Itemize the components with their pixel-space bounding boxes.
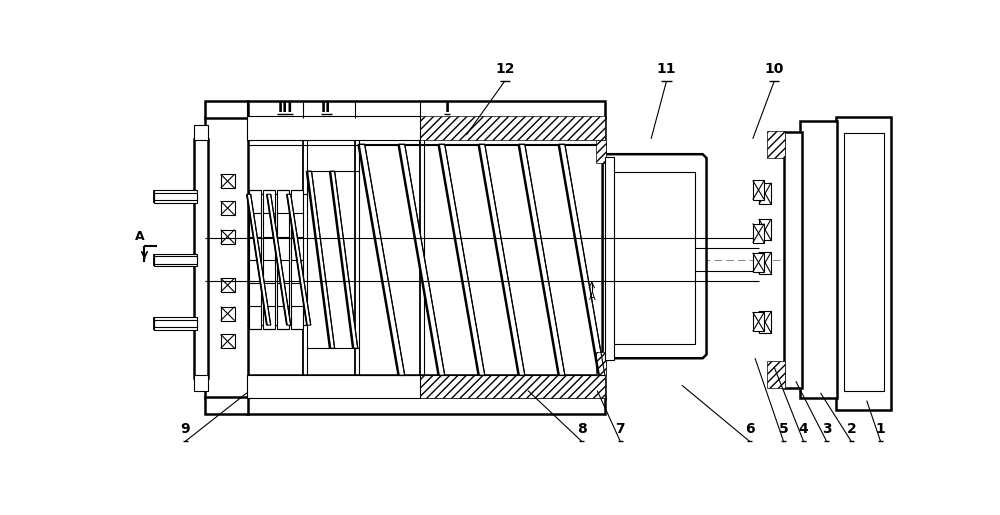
Bar xyxy=(247,375,420,398)
Polygon shape xyxy=(603,154,707,358)
Polygon shape xyxy=(439,144,485,375)
Text: 9: 9 xyxy=(180,422,190,436)
Bar xyxy=(420,375,605,398)
Bar xyxy=(759,219,771,241)
Polygon shape xyxy=(399,144,445,375)
Text: II: II xyxy=(321,101,331,115)
Text: A: A xyxy=(135,230,145,243)
Text: 1: 1 xyxy=(876,422,885,436)
Bar xyxy=(605,157,614,360)
Bar xyxy=(194,125,208,141)
Bar xyxy=(836,117,891,410)
Bar xyxy=(154,193,197,200)
Text: 7: 7 xyxy=(615,422,625,436)
Bar xyxy=(194,375,208,390)
Bar xyxy=(154,191,197,203)
Bar xyxy=(767,360,785,387)
Text: I: I xyxy=(444,101,450,115)
Bar xyxy=(154,317,197,330)
Bar xyxy=(596,141,606,163)
Bar xyxy=(291,191,303,329)
Bar xyxy=(221,278,235,292)
Bar xyxy=(221,306,235,320)
Text: III: III xyxy=(278,101,293,115)
Bar xyxy=(221,201,235,215)
Text: 3: 3 xyxy=(822,422,831,436)
Bar xyxy=(844,133,884,390)
Bar xyxy=(221,230,235,244)
Text: 12: 12 xyxy=(495,62,515,76)
Text: 4: 4 xyxy=(799,422,808,436)
Bar xyxy=(753,253,764,272)
Bar xyxy=(154,253,197,266)
Bar xyxy=(205,397,248,414)
Polygon shape xyxy=(479,144,525,375)
Bar xyxy=(205,117,248,398)
Polygon shape xyxy=(358,144,405,375)
Bar xyxy=(194,139,208,377)
Bar xyxy=(759,311,771,333)
Polygon shape xyxy=(307,171,335,348)
Bar xyxy=(247,101,605,118)
Bar xyxy=(247,397,605,414)
Polygon shape xyxy=(287,194,311,325)
Polygon shape xyxy=(267,194,291,325)
Bar xyxy=(759,183,771,204)
Bar xyxy=(221,174,235,188)
Polygon shape xyxy=(559,144,605,375)
Text: 2: 2 xyxy=(846,422,856,436)
Bar xyxy=(420,116,605,140)
Polygon shape xyxy=(247,194,271,325)
Bar xyxy=(247,117,605,398)
Text: 11: 11 xyxy=(657,62,676,76)
Bar xyxy=(221,334,235,348)
Text: 5: 5 xyxy=(779,422,788,436)
Bar xyxy=(154,256,197,264)
Bar xyxy=(263,191,275,329)
Bar xyxy=(613,172,695,345)
Text: A: A xyxy=(588,291,595,302)
Bar xyxy=(759,252,771,273)
Bar xyxy=(767,131,785,158)
Text: 6: 6 xyxy=(745,422,754,436)
Bar xyxy=(784,132,802,387)
Bar xyxy=(800,121,837,398)
Bar xyxy=(277,191,289,329)
Bar xyxy=(753,180,764,200)
Polygon shape xyxy=(519,144,565,375)
Polygon shape xyxy=(330,171,358,348)
Bar xyxy=(596,352,606,375)
Text: 8: 8 xyxy=(577,422,587,436)
Text: 10: 10 xyxy=(765,62,784,76)
Bar xyxy=(205,101,248,118)
Bar xyxy=(247,116,420,140)
Bar xyxy=(249,191,261,329)
Bar xyxy=(753,224,764,243)
Bar xyxy=(753,312,764,331)
Bar xyxy=(154,320,197,328)
